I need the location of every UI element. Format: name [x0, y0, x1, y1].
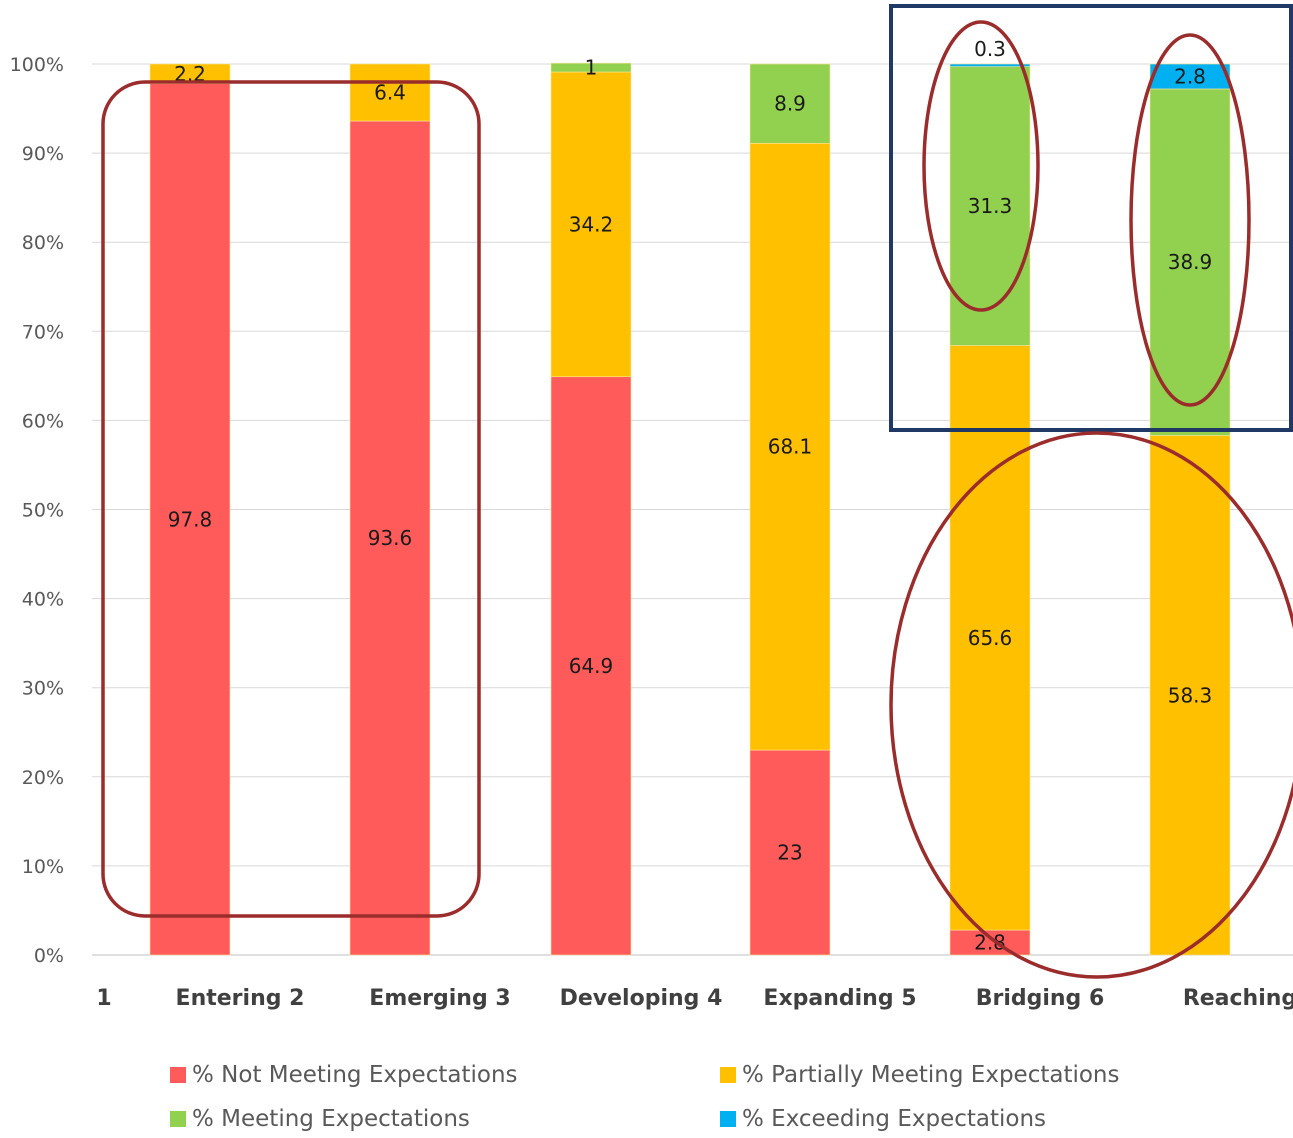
bar-segment	[550, 376, 632, 956]
y-tick-label: 80%	[22, 232, 64, 254]
y-tick-label: 20%	[22, 767, 64, 789]
legend-item-not-meeting: % Not Meeting Expectations	[170, 1062, 518, 1088]
legend-swatch	[720, 1111, 736, 1127]
bar-segment	[749, 142, 831, 751]
data-label: 34.2	[569, 212, 614, 236]
x-category-label: Developing 4	[560, 986, 723, 1011]
data-label: 93.6	[368, 526, 413, 550]
bars	[149, 62, 1231, 956]
highlight-box	[889, 4, 1293, 432]
highlight-ellipse	[922, 20, 1040, 312]
legend-label: % Not Meeting Expectations	[192, 1062, 518, 1088]
data-label: 64.9	[569, 654, 614, 678]
legend: % Not Meeting Expectations % Partially M…	[0, 1040, 1293, 1138]
x-category-label: Expanding 5	[763, 986, 916, 1011]
bar-segment	[550, 62, 632, 73]
x-axis-extra-label: 1	[96, 986, 111, 1011]
y-tick-label: 0%	[34, 945, 64, 967]
legend-item-meeting: % Meeting Expectations	[170, 1106, 470, 1132]
data-label: 2.8	[1174, 64, 1206, 88]
data-labels: 97.82.293.66.464.934.212368.18.92.865.63…	[168, 37, 1213, 955]
bar-segment	[349, 120, 431, 956]
data-label: 97.8	[168, 507, 213, 531]
axes: 0% 10% 20% 30% 40% 50% 60% 70% 80% 90% 100% Enterin…	[10, 54, 1293, 1011]
y-tick-label: 100%	[10, 54, 64, 76]
bar-segment	[949, 345, 1031, 931]
data-label: 38.9	[1168, 250, 1213, 274]
x-category-label: Reaching	[1183, 986, 1293, 1011]
x-category-label: Entering 2	[176, 986, 305, 1011]
y-tick-label: 50%	[22, 500, 64, 522]
x-category-label: Bridging 6	[976, 986, 1105, 1011]
y-tick-label: 60%	[22, 410, 64, 432]
x-category-label: Emerging 3	[369, 986, 510, 1011]
legend-swatch	[170, 1111, 186, 1127]
bar-segment	[1149, 88, 1231, 436]
data-label: 68.1	[768, 435, 813, 459]
data-label: 65.6	[968, 626, 1013, 650]
y-tick-label: 70%	[22, 321, 64, 343]
legend-label: % Meeting Expectations	[192, 1106, 470, 1132]
data-label: 23	[777, 841, 802, 865]
stacked-bar-chart: 97.82.293.66.464.934.212368.18.92.865.63…	[10, 4, 1293, 1011]
bar-segment	[749, 63, 831, 144]
data-label: 1	[585, 56, 598, 80]
y-tick-label: 10%	[22, 856, 64, 878]
highlight-ellipse	[889, 431, 1293, 979]
highlight-ellipse	[1129, 33, 1251, 407]
bar-segment	[749, 749, 831, 956]
data-label: 6.4	[374, 81, 406, 105]
bar-segment	[949, 66, 1031, 346]
bar-segment	[550, 71, 632, 378]
legend-swatch	[720, 1067, 736, 1083]
legend-item-partially-meeting: % Partially Meeting Expectations	[720, 1062, 1120, 1088]
y-tick-label: 30%	[22, 678, 64, 700]
y-tick-label: 90%	[22, 143, 64, 165]
bar-segment	[1149, 435, 1231, 956]
bar-segment	[149, 83, 231, 956]
legend-label: % Exceeding Expectations	[742, 1106, 1047, 1132]
bar-segment	[949, 63, 1031, 67]
data-label: 8.9	[774, 92, 806, 116]
data-label: 58.3	[1168, 683, 1213, 707]
data-label: 31.3	[968, 194, 1013, 218]
bar-segment	[1149, 63, 1231, 90]
y-tick-label: 40%	[22, 589, 64, 611]
bar-segment	[949, 929, 1031, 956]
data-label: 0.3	[974, 37, 1006, 61]
data-label: 2.8	[974, 931, 1006, 955]
legend-item-exceeding: % Exceeding Expectations	[720, 1106, 1046, 1132]
annotations	[101, 4, 1293, 979]
gridlines	[92, 63, 1293, 956]
legend-label: % Partially Meeting Expectations	[742, 1062, 1120, 1088]
legend-swatch	[170, 1067, 186, 1083]
highlight-rounded-box	[101, 80, 481, 918]
bar-segment	[349, 63, 431, 122]
